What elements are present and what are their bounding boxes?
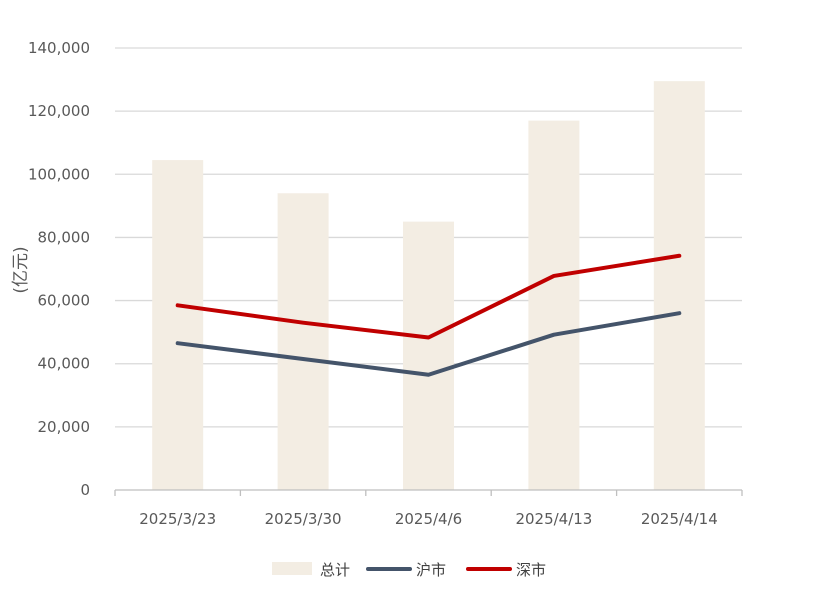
legend-label: 深市: [516, 561, 546, 579]
bar: [403, 221, 454, 490]
y-tick-label: 40,000: [38, 355, 91, 373]
y-tick-label: 80,000: [38, 228, 91, 246]
legend-label: 沪市: [416, 561, 446, 579]
y-axis-label: (亿元): [11, 246, 31, 293]
bar: [653, 81, 705, 491]
y-tick-label: 100,000: [28, 165, 90, 183]
y-tick-label: 0: [80, 481, 90, 499]
legend-label: 总计: [320, 561, 350, 579]
line-shenzhen: [175, 253, 682, 340]
x-tick-label: 2025/4/13: [515, 510, 592, 528]
bar-series-total: [152, 81, 705, 491]
y-tick-label: 120,000: [28, 102, 90, 120]
bar: [277, 193, 329, 490]
line-shanghai: [175, 311, 682, 377]
y-tick-label: 140,000: [28, 39, 90, 57]
legend: 总计 沪市 深市: [272, 561, 546, 579]
bar: [528, 120, 580, 490]
x-axis-ticks: 2025/3/23 2025/3/30 2025/4/6 2025/4/13 2025/…: [139, 510, 718, 528]
x-axis: [114, 489, 743, 496]
legend-swatch: [272, 562, 312, 575]
y-axis-ticks: 0 20,000 40,000 60,000 80,000 100,000 120,000 1…: [28, 39, 90, 499]
x-tick-label: 2025/3/30: [265, 510, 342, 528]
y-tick-label: 20,000: [38, 418, 91, 436]
x-tick-label: 2025/4/14: [641, 510, 718, 528]
line-series: [175, 253, 682, 377]
y-tick-label: 60,000: [38, 292, 91, 310]
bar: [152, 160, 204, 491]
x-tick-label: 2025/4/6: [395, 510, 462, 528]
x-tick-label: 2025/3/23: [139, 510, 216, 528]
